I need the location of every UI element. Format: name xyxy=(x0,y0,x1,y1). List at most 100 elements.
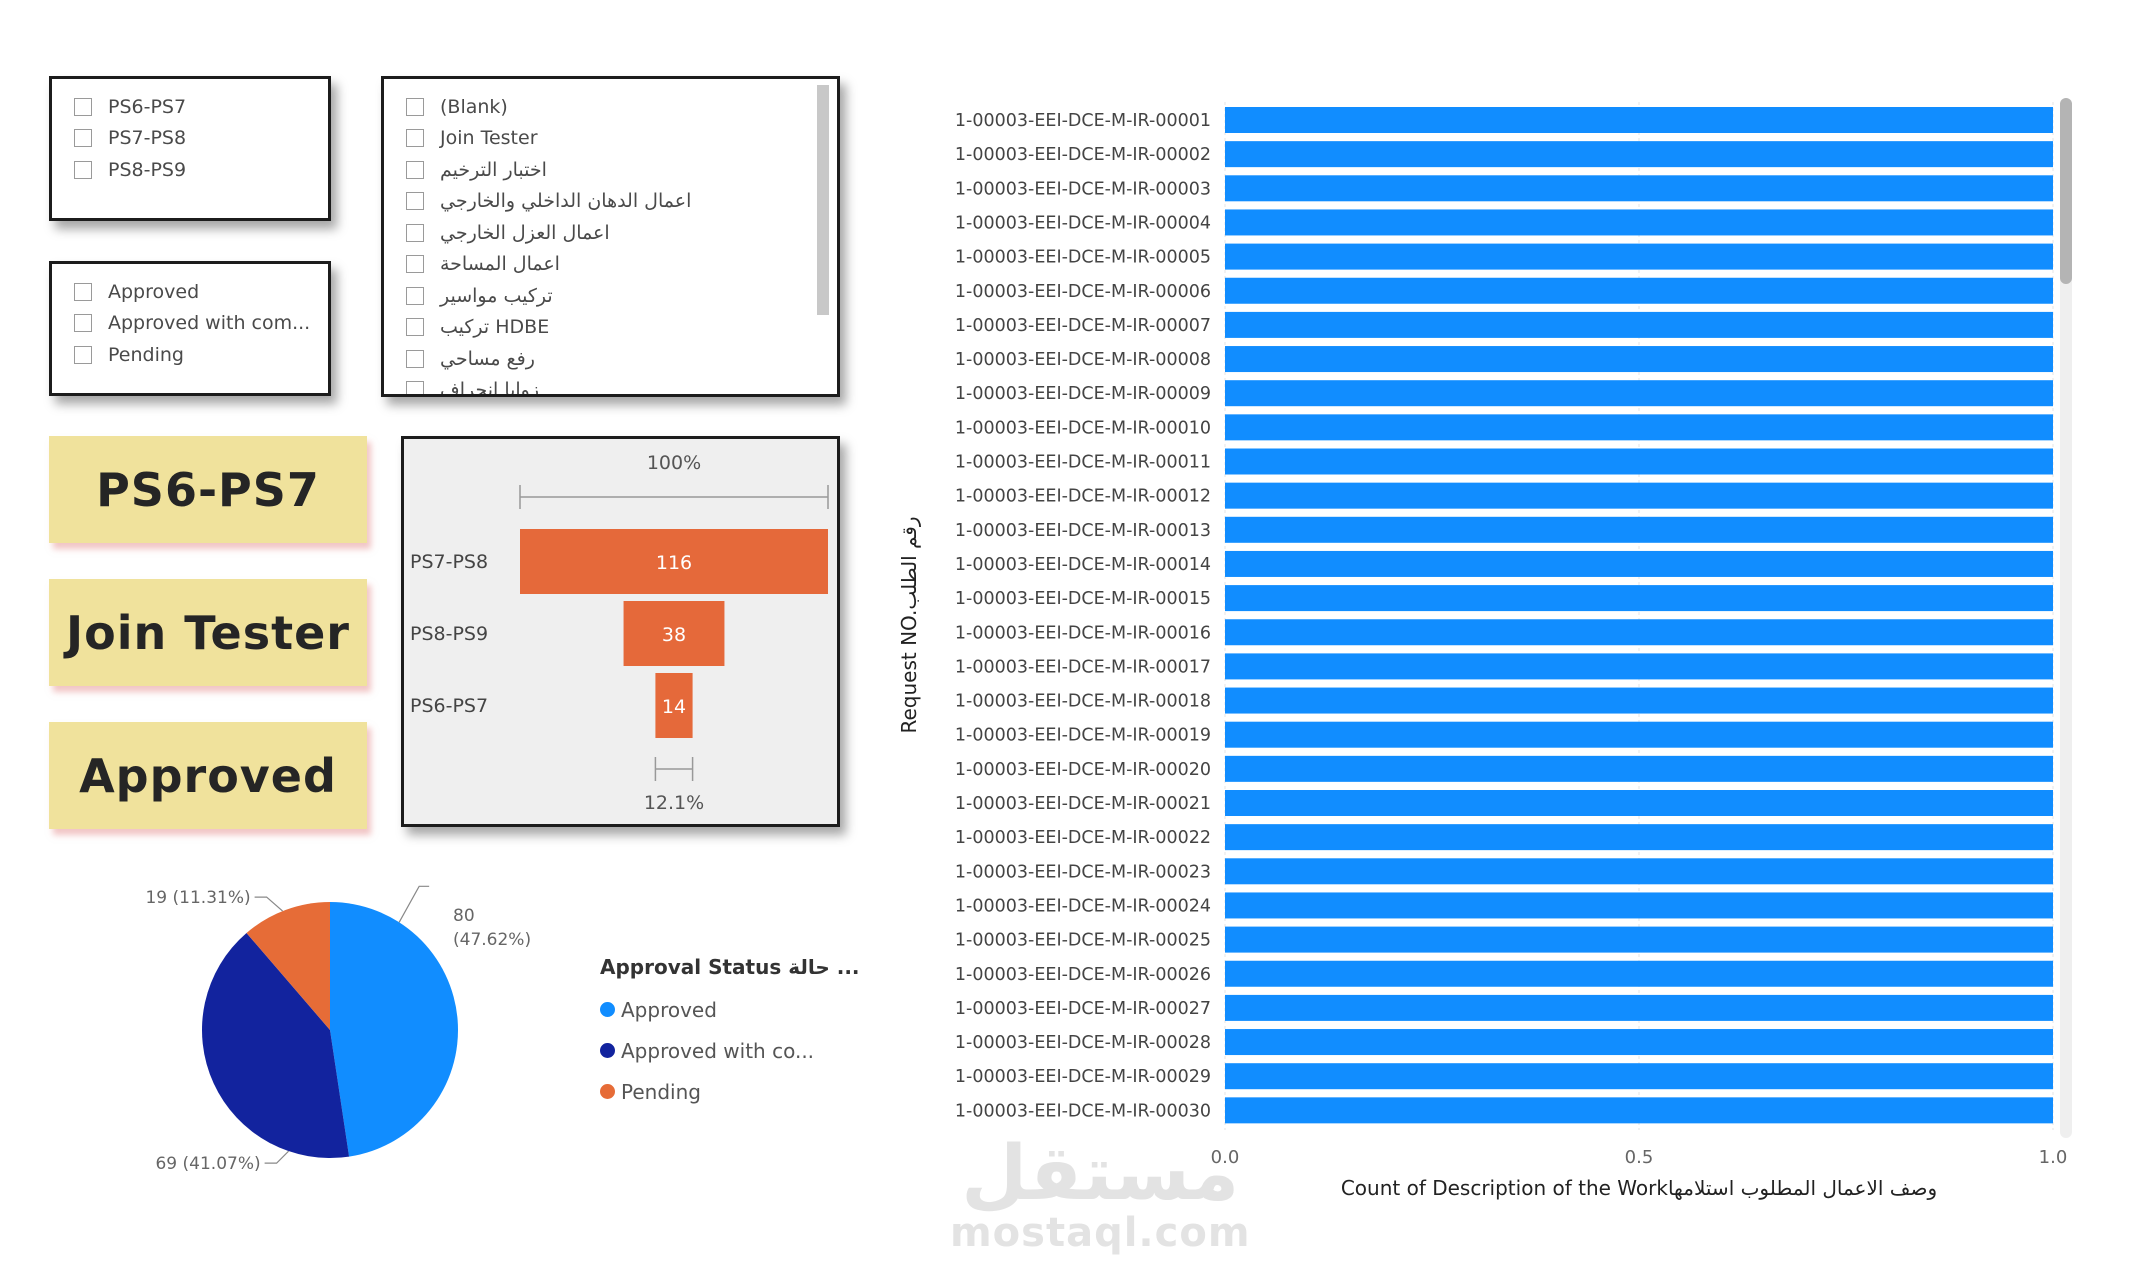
approval-status-slicer[interactable]: Approved Approved with com... Pending xyxy=(49,261,331,396)
bar-category-label: 1-00003-EEI-DCE-M-IR-00012 xyxy=(955,487,1211,507)
checkbox[interactable] xyxy=(74,160,92,179)
work-option-item[interactable]: اعمال المساحة xyxy=(384,249,837,281)
bar xyxy=(1225,1097,2053,1124)
work-option-item[interactable]: اختبار الترخيم xyxy=(384,154,837,186)
bar xyxy=(1225,1029,2053,1056)
bar-category-label: 1-00003-EEI-DCE-M-IR-00003 xyxy=(955,179,1211,199)
work-option-item[interactable]: اعمال الدهان الداخلي والخارجي xyxy=(384,186,837,218)
bar-category-label: 1-00003-EEI-DCE-M-IR-00016 xyxy=(955,623,1211,643)
bar-category-label: 1-00003-EEI-DCE-M-IR-00019 xyxy=(955,726,1211,746)
work-option-item[interactable]: (Blank) xyxy=(384,91,837,123)
legend-dot xyxy=(600,1084,615,1099)
work-option-label: Join Tester xyxy=(440,127,538,150)
bar xyxy=(1225,1063,2053,1090)
checkbox[interactable] xyxy=(74,97,92,116)
legend-item[interactable]: Approved with co... xyxy=(600,1030,860,1071)
bar xyxy=(1225,277,2053,304)
pie-leader-line xyxy=(264,1150,290,1164)
card-stage: PS6-PS7 xyxy=(49,436,367,543)
bar-xtick-label: 0.5 xyxy=(1625,1147,1654,1168)
work-option-label: رفع مساحي xyxy=(440,347,535,370)
watermark-latin: mostaql.com xyxy=(950,1210,1251,1256)
bar xyxy=(1225,926,2053,953)
checkbox[interactable] xyxy=(406,349,424,368)
pie-slice xyxy=(330,902,458,1157)
bar-category-label: 1-00003-EEI-DCE-M-IR-00021 xyxy=(955,794,1211,814)
bar-category-label: 1-00003-EEI-DCE-M-IR-00024 xyxy=(955,896,1211,916)
bar-category-label: 1-00003-EEI-DCE-M-IR-00001 xyxy=(955,111,1211,131)
work-option-item[interactable]: تركيب HDBE xyxy=(384,312,837,344)
checkbox[interactable] xyxy=(406,286,424,305)
bar-chart-scrollbar-thumb[interactable] xyxy=(2060,98,2072,284)
funnel-bar xyxy=(623,601,725,666)
bar xyxy=(1225,209,2053,236)
bar xyxy=(1225,892,2053,919)
work-option-item[interactable]: زوايا انحراف xyxy=(384,375,837,397)
bar xyxy=(1225,311,2053,338)
pie-data-label: (47.62%) xyxy=(453,930,531,950)
bar-category-label: 1-00003-EEI-DCE-M-IR-00030 xyxy=(955,1101,1211,1121)
bar-category-label: 1-00003-EEI-DCE-M-IR-00026 xyxy=(955,965,1211,985)
funnel-bottom-label: 12.1% xyxy=(644,792,704,814)
card-status: Approved xyxy=(49,722,367,829)
funnel-top-label: 100% xyxy=(647,452,701,474)
checkbox[interactable] xyxy=(406,192,424,211)
legend-item[interactable]: Pending xyxy=(600,1071,860,1112)
stage-option-item[interactable]: PS6-PS7 xyxy=(52,91,328,123)
checkbox[interactable] xyxy=(74,314,92,333)
status-option-item[interactable]: Pending xyxy=(52,339,328,371)
checkbox[interactable] xyxy=(74,282,92,301)
status-option-item[interactable]: Approved xyxy=(52,276,328,308)
checkbox[interactable] xyxy=(406,129,424,148)
bar xyxy=(1225,448,2053,475)
legend-label: Approved xyxy=(621,997,717,1022)
checkbox[interactable] xyxy=(406,223,424,242)
work-option-item[interactable]: رفع مساحي xyxy=(384,343,837,375)
stage-slicer[interactable]: PS6-PS7 PS7-PS8 PS8-PS9 xyxy=(49,76,331,221)
pie-slice xyxy=(202,932,350,1158)
work-option-label: زوايا انحراف xyxy=(440,379,540,397)
stage-option-item[interactable]: PS7-PS8 xyxy=(52,123,328,155)
bar-category-label: 1-00003-EEI-DCE-M-IR-00027 xyxy=(955,999,1211,1019)
bar-category-label: 1-00003-EEI-DCE-M-IR-00025 xyxy=(955,931,1211,951)
work-option-label: (Blank) xyxy=(440,95,508,118)
bar-category-label: 1-00003-EEI-DCE-M-IR-00006 xyxy=(955,282,1211,302)
checkbox[interactable] xyxy=(74,129,92,148)
bar-chart-scrollbar-track[interactable] xyxy=(2060,98,2072,1138)
funnel-value-label: 116 xyxy=(656,552,692,574)
stage-option-label: PS6-PS7 xyxy=(108,95,187,118)
bar-category-label: 1-00003-EEI-DCE-M-IR-00020 xyxy=(955,760,1211,780)
work-description-slicer[interactable]: (Blank) Join Tester اختبار الترخيم اعمال ال… xyxy=(381,76,840,397)
stage-option-label: PS7-PS8 xyxy=(108,127,187,150)
bar-category-label: 1-00003-EEI-DCE-M-IR-00028 xyxy=(955,1033,1211,1053)
bar xyxy=(1225,585,2053,612)
work-option-label: اعمال الدهان الداخلي والخارجي xyxy=(440,190,692,213)
bar xyxy=(1225,858,2053,885)
funnel-bar xyxy=(520,529,828,594)
bar xyxy=(1225,755,2053,782)
work-option-item[interactable]: اعمال العزل الخارجي xyxy=(384,217,837,249)
checkbox[interactable] xyxy=(406,97,424,116)
checkbox[interactable] xyxy=(74,345,92,364)
bar-category-label: 1-00003-EEI-DCE-M-IR-00018 xyxy=(955,692,1211,712)
stage-option-item[interactable]: PS8-PS9 xyxy=(52,154,328,186)
funnel-bar xyxy=(655,673,693,738)
status-option-label: Pending xyxy=(108,343,184,366)
bar xyxy=(1225,175,2053,202)
bar xyxy=(1225,721,2053,748)
work-option-item[interactable]: تركيب مواسير xyxy=(384,280,837,312)
checkbox[interactable] xyxy=(406,160,424,179)
checkbox[interactable] xyxy=(406,381,424,394)
bar xyxy=(1225,994,2053,1021)
slicer-scrollbar[interactable] xyxy=(817,85,829,315)
checkbox[interactable] xyxy=(406,318,424,337)
bar-x-axis-title: Count of Description of the Workوصف الاع… xyxy=(1341,1176,1937,1200)
bar-xtick-label: 1.0 xyxy=(2039,1147,2068,1168)
pie-data-label: 80 xyxy=(453,906,475,926)
status-option-item[interactable]: Approved with com... xyxy=(52,308,328,340)
bar-category-label: 1-00003-EEI-DCE-M-IR-00011 xyxy=(955,453,1211,473)
work-option-item[interactable]: Join Tester xyxy=(384,123,837,155)
legend-item[interactable]: Approved xyxy=(600,989,860,1030)
bar xyxy=(1225,346,2053,373)
checkbox[interactable] xyxy=(406,255,424,274)
